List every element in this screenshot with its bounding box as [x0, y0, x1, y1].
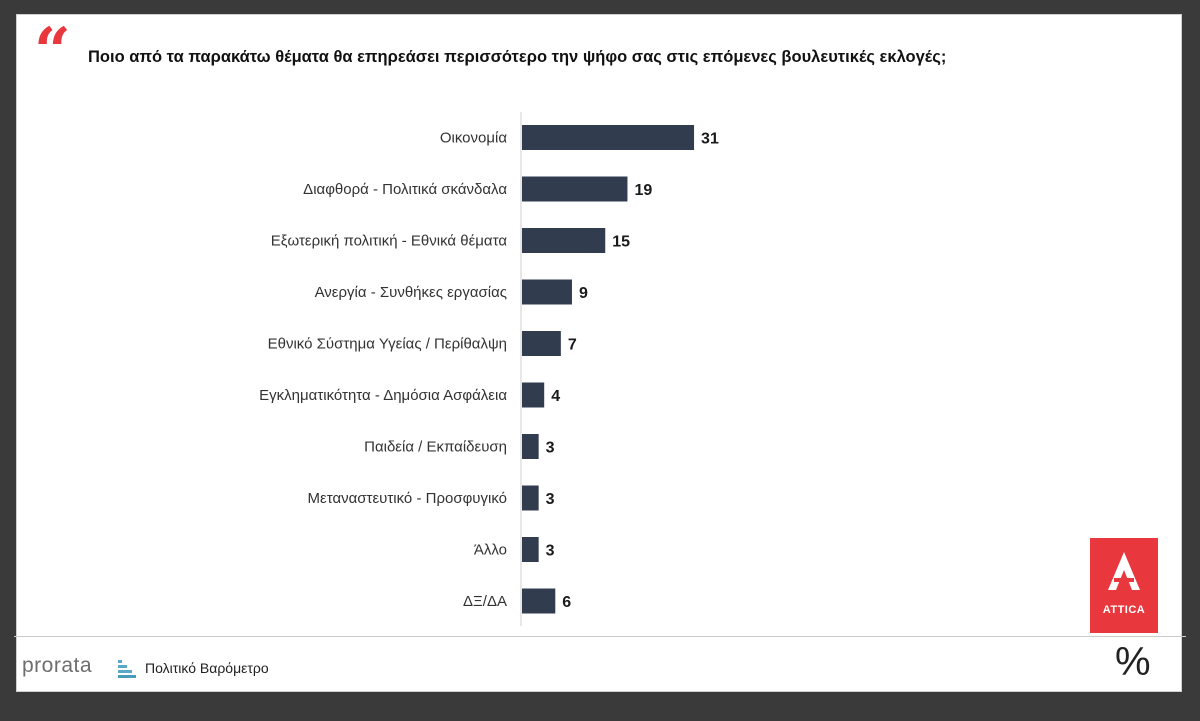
bar — [522, 382, 545, 408]
quote-mark-icon: “ — [34, 14, 71, 89]
data-label: 3 — [546, 440, 555, 457]
data-label: 19 — [634, 182, 652, 199]
data-label: 15 — [612, 234, 630, 251]
category-label: Εγκληματικότητα - Δημόσια Ασφάλεια — [259, 387, 507, 404]
bar — [522, 331, 561, 356]
bar — [522, 228, 606, 253]
bar — [522, 434, 539, 459]
data-label: 4 — [551, 388, 560, 405]
bar — [522, 485, 539, 511]
data-label: 31 — [701, 131, 719, 148]
attica-a-logo-icon — [1108, 552, 1140, 590]
category-label: Ανεργία - Συνθήκες εργασίας — [315, 284, 507, 301]
chart-title: Ποιο από τα παρακάτω θέματα θα επηρεάσει… — [88, 48, 947, 66]
category-label: Εθνικό Σύστημα Υγείας / Περίθαλψη — [268, 336, 507, 353]
prorata-bars-icon — [118, 659, 136, 678]
bar — [522, 125, 695, 150]
data-label: 9 — [579, 285, 588, 302]
category-label: Παιδεία / Εκπαίδευση — [364, 439, 507, 456]
category-label: Διαφθορά - Πολιτικά σκάνδαλα — [303, 181, 507, 198]
percent-symbol: % — [1115, 640, 1151, 684]
attica-logo-text: ATTICA — [1102, 604, 1146, 616]
data-label: 3 — [546, 543, 555, 560]
bar — [522, 537, 539, 562]
prorata-logo: prorata — [22, 654, 93, 677]
footer-subtitle: Πολιτικό Βαρόμετρο — [145, 660, 269, 676]
category-label: Άλλο — [474, 542, 507, 559]
category-label: Οικονομία — [440, 130, 507, 147]
bar — [522, 588, 556, 614]
footer-divider — [14, 636, 1186, 637]
data-label: 7 — [568, 337, 577, 354]
data-label: 3 — [546, 491, 555, 508]
category-label: Εξωτερική πολιτική - Εθνικά θέματα — [271, 233, 508, 250]
bar — [522, 279, 572, 305]
data-label: 6 — [562, 594, 571, 611]
attica-logo: ATTICA — [1090, 538, 1158, 633]
category-label: ΔΞ/ΔΑ — [463, 593, 507, 610]
bar — [522, 176, 628, 202]
category-label: Μεταναστευτικό - Προσφυγικό — [308, 490, 507, 507]
